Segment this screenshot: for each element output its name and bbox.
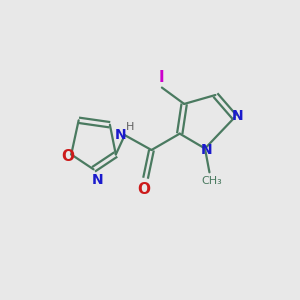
Text: N: N	[115, 128, 126, 142]
Text: CH₃: CH₃	[201, 176, 222, 186]
Text: H: H	[126, 122, 134, 132]
Text: N: N	[201, 143, 212, 157]
Text: N: N	[91, 173, 103, 187]
Text: N: N	[232, 109, 244, 123]
Text: O: O	[61, 149, 74, 164]
Text: I: I	[159, 70, 165, 85]
Text: O: O	[138, 182, 151, 197]
